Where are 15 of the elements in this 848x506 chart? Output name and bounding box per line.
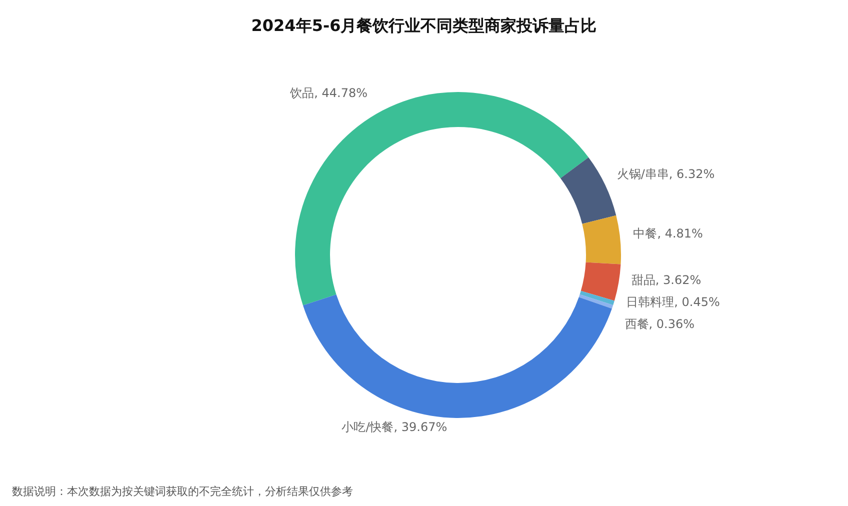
donut-slice <box>582 215 621 264</box>
chart-title: 2024年5-6月餐饮行业不同类型商家投诉量占比 <box>250 16 598 37</box>
donut-slice <box>578 294 614 309</box>
slice-label: 日韩料理, 0.45% <box>626 295 720 310</box>
donut-slice <box>580 262 621 301</box>
donut-slice <box>580 290 614 306</box>
slice-label: 中餐, 4.81% <box>633 226 703 240</box>
text: 数据说明：本次数据为按关键词获取的不完全统计，分析结果仅供参考 <box>12 484 353 499</box>
slice-label: 西餐, 0.36% <box>624 317 695 332</box>
slice-label: 火锅/串串, 6.32% <box>616 166 715 181</box>
slice-label: 甜品, 3.62% <box>631 273 702 288</box>
slice-label: 饮品, 44.78% <box>289 86 368 100</box>
donut-slice <box>302 294 612 418</box>
donut-slice <box>560 157 616 224</box>
slice-label: 小吃/快餐, 39.67% <box>342 420 448 434</box>
